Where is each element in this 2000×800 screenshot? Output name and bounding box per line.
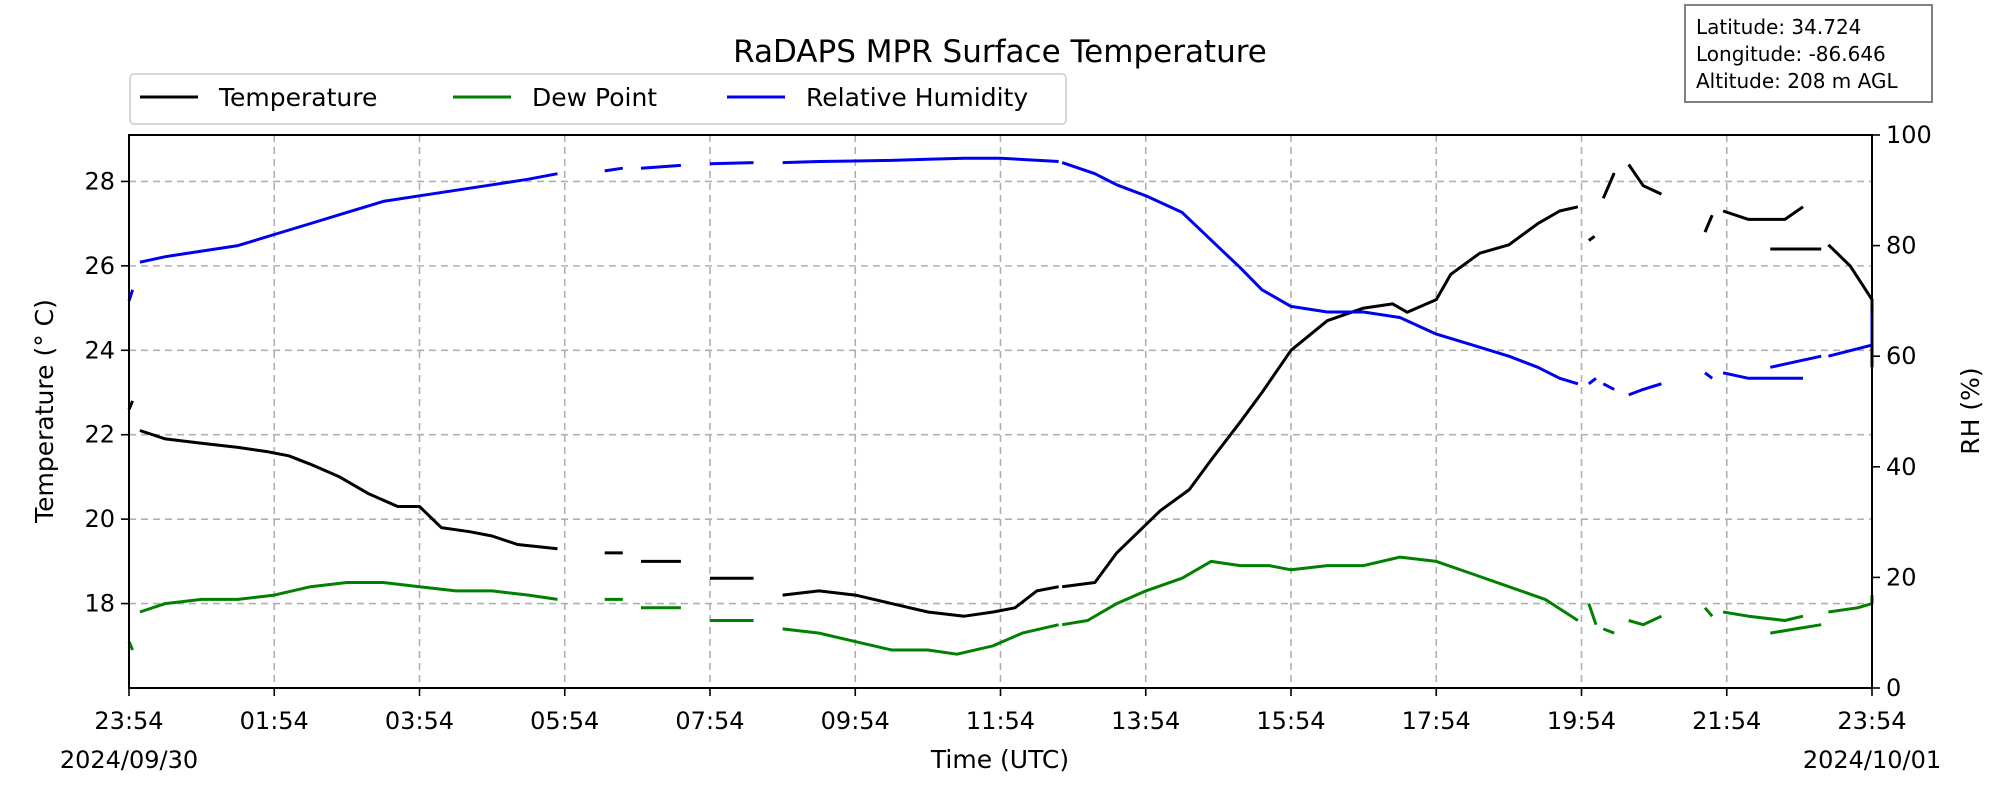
y-left-tick-label: 28 (84, 167, 115, 195)
series-line-segment (1601, 172, 1616, 199)
y-right-tick-label: 60 (1886, 342, 1917, 370)
series-line-segment (1722, 610, 1804, 622)
series-line-segment (1704, 371, 1714, 380)
series-line-segment (1722, 205, 1804, 221)
series-line-segment (1602, 627, 1615, 635)
end-date-label: 2024/10/01 (1803, 746, 1941, 774)
x-tick-label: 17:54 (1402, 707, 1471, 735)
x-tick-label: 11:54 (966, 707, 1035, 735)
x-tick-label: 05:54 (530, 707, 599, 735)
series-line-segment (782, 623, 1059, 656)
series-line-segment (1587, 603, 1598, 626)
relative-humidity-series (127, 156, 1874, 397)
legend-frame (129, 73, 1067, 125)
y-right-tick-label: 80 (1886, 232, 1917, 260)
x-tick-label: 19:54 (1547, 707, 1616, 735)
x-tick-label: 23:54 (1837, 707, 1906, 735)
y-left-tick-label: 26 (84, 252, 115, 280)
series-line-segment (709, 161, 754, 166)
x-tick-label: 03:54 (385, 707, 454, 735)
x-tick-label: 07:54 (675, 707, 744, 735)
y-left-tick-label: 20 (84, 505, 115, 533)
y-right-tick-label: 100 (1886, 121, 1932, 149)
y-axis-right: 0 20 40 60 80 100 (1872, 121, 1932, 702)
dew-point-series (127, 555, 1874, 656)
series-line-segment (1061, 555, 1579, 627)
altitude-text: Altitude: 208 m AGL (1696, 69, 1898, 93)
plot-series (127, 156, 1874, 656)
x-tick-label: 01:54 (240, 707, 309, 735)
series-line-segment (139, 581, 558, 614)
chart-title: RaDAPS MPR Surface Temperature (733, 34, 1267, 70)
series-line-segment (782, 585, 1059, 618)
y-left-tick-label: 24 (84, 336, 115, 364)
latitude-text: Latitude: 34.724 (1696, 15, 1861, 39)
series-line-segment (640, 163, 682, 170)
x-tick-label: 23:54 (94, 707, 163, 735)
longitude-text: Longitude: -86.646 (1696, 42, 1886, 66)
x-tick-label: 15:54 (1256, 707, 1325, 735)
series-line-segment (1703, 606, 1714, 618)
legend-label-relative-humidity: Relative Humidity (806, 83, 1028, 112)
series-line-segment (1769, 354, 1822, 369)
series-line-segment (1602, 382, 1615, 391)
series-line-segment (1587, 235, 1596, 242)
series-line-segment (139, 429, 558, 551)
x-axis-label: Time (UTC) (930, 745, 1069, 774)
y-right-tick-label: 40 (1886, 453, 1917, 481)
series-line-segment (1627, 163, 1663, 196)
legend-label-temperature: Temperature (218, 83, 377, 112)
series-line-segment (1770, 623, 1822, 635)
y-right-tick-label: 20 (1886, 563, 1917, 591)
series-line-segment (1703, 214, 1714, 233)
start-date-label: 2024/09/30 (60, 746, 198, 774)
grid (129, 135, 1872, 688)
y-axis-left-label: Temperature (° C) (30, 299, 59, 524)
x-tick-label: 09:54 (821, 707, 890, 735)
series-line-segment (1061, 161, 1579, 386)
y-left-tick-label: 18 (84, 590, 115, 618)
x-axis: 23:54 01:54 03:54 05:54 07:54 09:54 11:54 13:54… (94, 688, 1907, 735)
series-line-segment (139, 172, 558, 264)
info-box-frame (1684, 4, 1933, 103)
series-line-segment (1587, 377, 1597, 385)
legend: Temperature Dew Point Relative Humidity (129, 73, 1067, 125)
x-tick-label: 13:54 (1111, 707, 1180, 735)
series-line-segment (1628, 382, 1662, 397)
y-right-tick-label: 0 (1886, 674, 1901, 702)
series-line-segment (1628, 614, 1663, 627)
x-tick-label: 21:54 (1692, 707, 1761, 735)
legend-label-dew-point: Dew Point (532, 83, 657, 112)
y-left-tick-label: 22 (84, 421, 115, 449)
series-line-segment (604, 166, 624, 173)
series-line-segment (1827, 243, 1874, 368)
temperature-series (127, 163, 1874, 618)
series-line-segment (1062, 205, 1579, 589)
y-axis-right-label: RH (%) (1956, 367, 1985, 454)
series-line-segment (782, 156, 1059, 165)
location-info-box: Latitude: 34.724 Longitude: -86.646 Alti… (1684, 4, 1933, 103)
series-line-segment (1722, 371, 1803, 380)
y-axis-left: 18 20 22 24 26 28 (84, 167, 129, 618)
